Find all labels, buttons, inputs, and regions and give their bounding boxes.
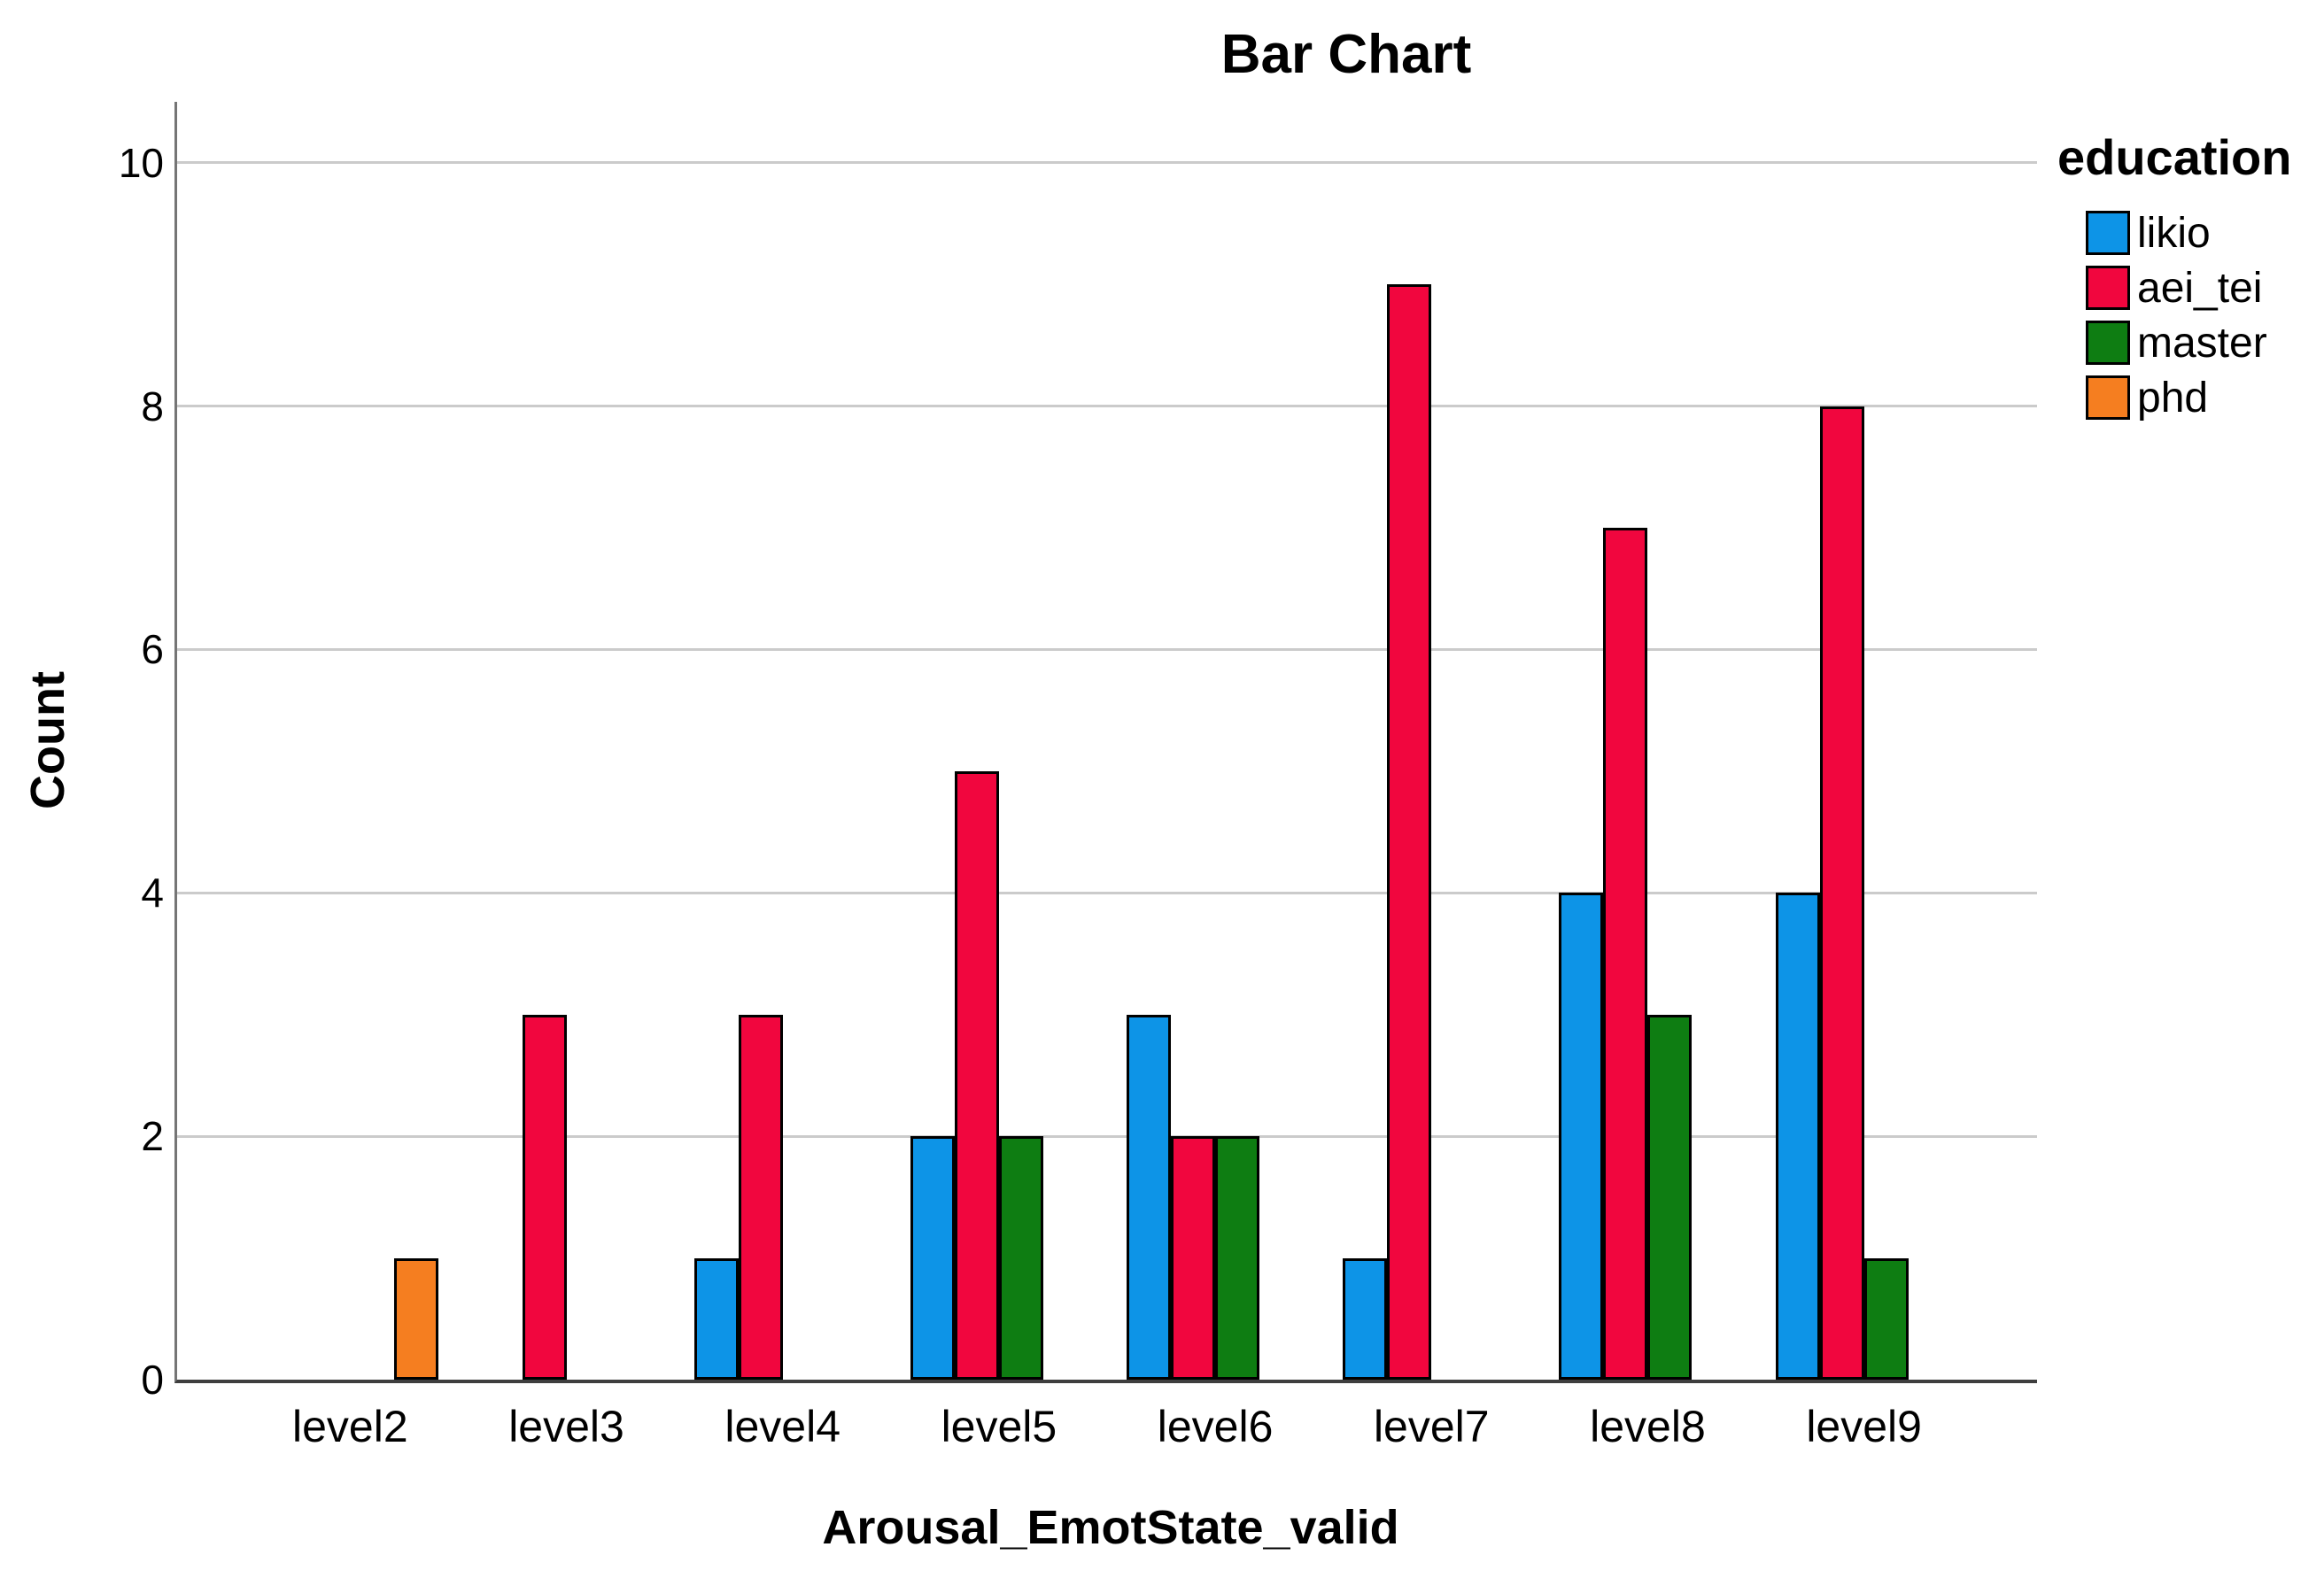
bar-aei_tei-level8 bbox=[1603, 528, 1648, 1380]
x-tick-label-level2: level2 bbox=[292, 1402, 408, 1451]
legend-item-phd: phd bbox=[2086, 374, 2291, 422]
bar-master-level8 bbox=[1647, 1015, 1693, 1380]
legend-swatch-master bbox=[2086, 321, 2130, 365]
bar-aei_tei-level6 bbox=[1171, 1136, 1216, 1380]
x-tick-label-level5: level5 bbox=[941, 1402, 1057, 1451]
y-tick-label-10: 10 bbox=[118, 139, 164, 186]
bar-aei_tei-level7 bbox=[1387, 284, 1432, 1380]
y-tick-label-2: 2 bbox=[141, 1113, 164, 1160]
y-tick-label-0: 0 bbox=[141, 1357, 164, 1403]
gridline-y-6 bbox=[177, 647, 2037, 651]
bar-aei_tei-level4 bbox=[738, 1015, 783, 1380]
bar-aei_tei-level3 bbox=[522, 1015, 567, 1380]
chart-title: Bar Chart bbox=[1220, 24, 1472, 85]
gridline-y-4 bbox=[177, 891, 2037, 894]
legend-label-likio: likio bbox=[2137, 209, 2211, 257]
x-tick-label-level7: level7 bbox=[1373, 1402, 1490, 1451]
legend-item-aei_tei: aei_tei bbox=[2086, 264, 2291, 312]
legend-label-master: master bbox=[2137, 319, 2267, 367]
bar-phd-level2 bbox=[394, 1258, 439, 1380]
bar-master-level6 bbox=[1215, 1136, 1260, 1380]
bar-aei_tei-level5 bbox=[954, 771, 999, 1380]
x-tick-label-level4: level4 bbox=[724, 1402, 841, 1451]
y-tick-label-8: 8 bbox=[141, 383, 164, 429]
bar-master-level5 bbox=[998, 1136, 1043, 1380]
y-tick-label-6: 6 bbox=[141, 626, 164, 673]
legend-item-likio: likio bbox=[2086, 209, 2291, 257]
legend-item-master: master bbox=[2086, 319, 2291, 367]
bar-likio-level7 bbox=[1343, 1258, 1388, 1380]
bar-master-level9 bbox=[1863, 1258, 1909, 1380]
gridline-y-8 bbox=[177, 405, 2037, 408]
x-tick-label-level9: level9 bbox=[1806, 1402, 1922, 1451]
legend-swatch-aei_tei bbox=[2086, 266, 2130, 310]
y-axis-title: Count bbox=[21, 671, 74, 809]
bar-aei_tei-level9 bbox=[1819, 406, 1864, 1380]
bar-likio-level4 bbox=[693, 1258, 739, 1380]
legend-label-phd: phd bbox=[2137, 374, 2209, 422]
plot-area bbox=[174, 102, 2037, 1383]
gridline-y-10 bbox=[177, 161, 2037, 165]
x-tick-label-level8: level8 bbox=[1590, 1402, 1706, 1451]
legend-title: education bbox=[2057, 129, 2292, 185]
y-tick-label-4: 4 bbox=[141, 870, 164, 917]
legend-label-aei_tei: aei_tei bbox=[2137, 264, 2263, 312]
gridline-y-2 bbox=[177, 1134, 2037, 1138]
legend-swatch-likio bbox=[2086, 211, 2130, 255]
x-tick-label-level6: level6 bbox=[1157, 1402, 1274, 1451]
x-tick-label-level3: level3 bbox=[508, 1402, 624, 1451]
bar-likio-level8 bbox=[1559, 893, 1604, 1380]
bar-likio-level6 bbox=[1127, 1015, 1172, 1380]
bar-likio-level5 bbox=[910, 1136, 955, 1380]
bar-likio-level9 bbox=[1775, 893, 1820, 1380]
legend-swatch-phd bbox=[2086, 375, 2130, 420]
x-axis-title: Arousal_EmotState_valid bbox=[822, 1501, 1399, 1554]
